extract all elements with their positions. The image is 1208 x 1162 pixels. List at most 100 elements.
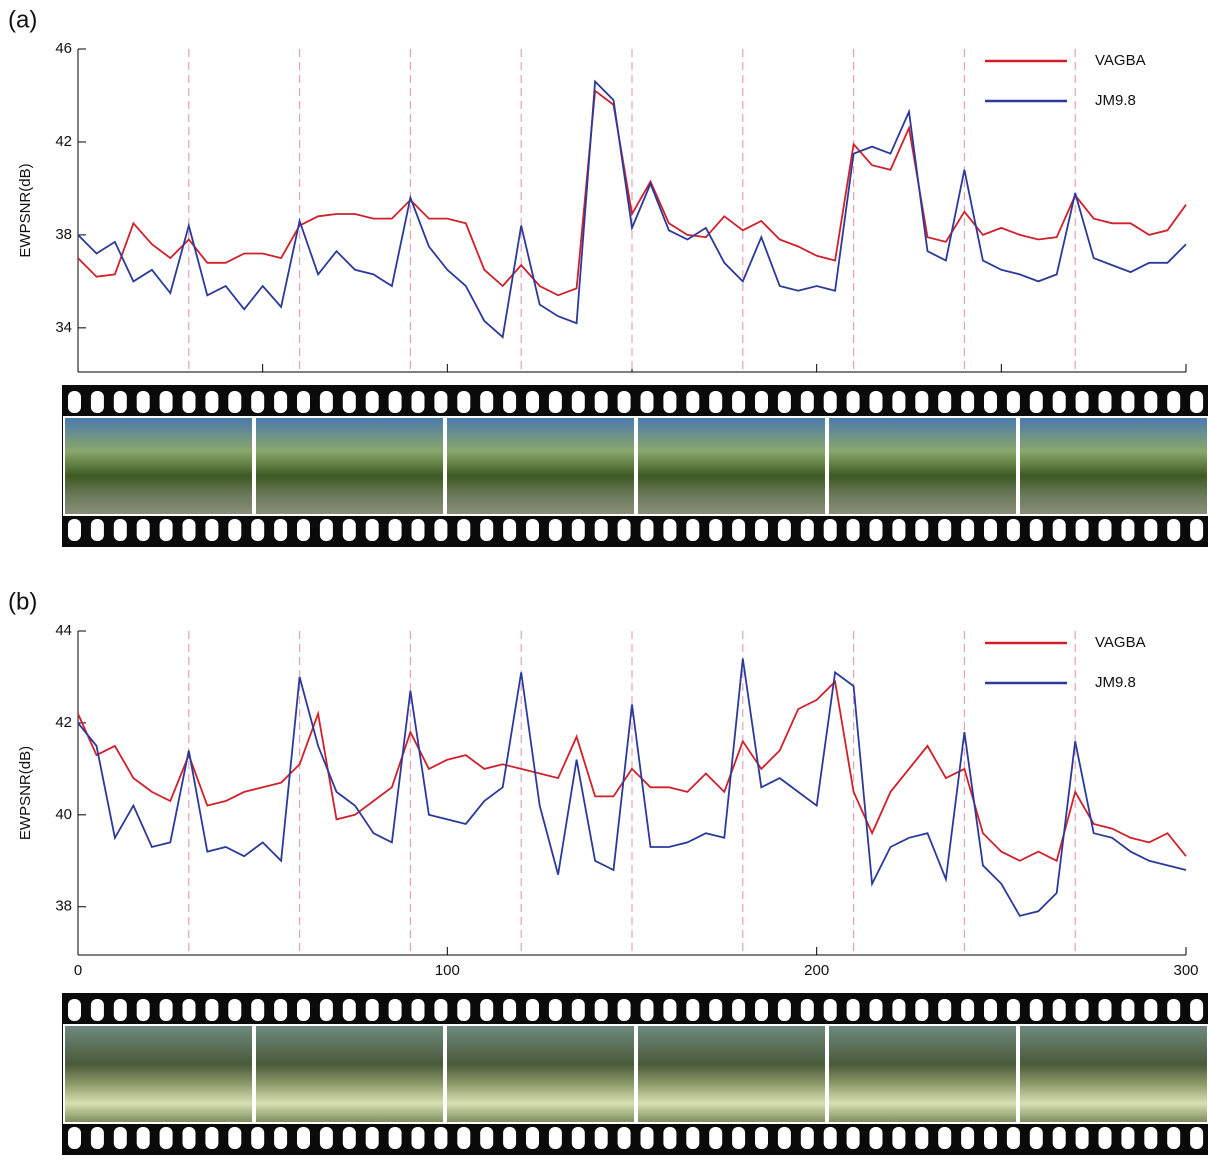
sprocket-hole	[1121, 1127, 1135, 1149]
legend-label: VAGBA	[1095, 634, 1146, 651]
sprocket-hole	[205, 1127, 219, 1149]
sprocket-hole	[1144, 1127, 1158, 1149]
sprocket-hole	[1098, 391, 1112, 413]
sprocket-hole	[228, 391, 242, 413]
sprocket-hole	[503, 1127, 517, 1149]
sprocket-hole	[1190, 1127, 1204, 1149]
sprocket-hole	[548, 999, 562, 1021]
sprocket-hole	[1167, 519, 1181, 541]
sprocket-hole	[594, 519, 608, 541]
sprocket-hole	[365, 999, 379, 1021]
sprocket-hole	[205, 999, 219, 1021]
y-tick-label: 44	[55, 622, 72, 639]
video-frame	[1018, 416, 1208, 516]
sprocket-hole	[434, 999, 448, 1021]
sprocket-hole	[319, 391, 333, 413]
video-frame	[1018, 1024, 1208, 1124]
sprocket-hole	[777, 519, 791, 541]
sprocket-hole	[503, 391, 517, 413]
legend-label: JM9.8	[1095, 92, 1136, 109]
sprocket-hole	[915, 391, 929, 413]
sprocket-hole	[823, 391, 837, 413]
panel-label: (a)	[8, 6, 37, 33]
sprocket-hole	[548, 519, 562, 541]
sprocket-hole	[663, 519, 677, 541]
sprocket-hole	[526, 999, 539, 1021]
sprocket-hole	[159, 1127, 173, 1149]
sprocket-hole	[732, 519, 746, 541]
y-tick-label: 40	[55, 806, 72, 823]
sprocket-hole	[113, 519, 127, 541]
sprocket-hole	[640, 1127, 654, 1149]
sprocket-hole	[777, 1127, 791, 1149]
y-tick-label: 38	[55, 898, 72, 915]
sprocket-hole	[388, 999, 402, 1021]
sprocket-hole	[1167, 999, 1181, 1021]
sprocket-hole	[1098, 519, 1112, 541]
sprocket-hole	[1006, 1127, 1020, 1149]
sprocket-hole	[457, 1127, 471, 1149]
sprocket-hole	[892, 391, 906, 413]
sprocket-hole	[1052, 519, 1066, 541]
sprocket-hole	[319, 1127, 333, 1149]
series-line	[77, 89, 1187, 297]
sprocket-hole	[526, 1127, 539, 1149]
video-frame	[445, 1024, 636, 1124]
sprocket-hole	[617, 391, 631, 413]
sprocket-hole	[297, 1127, 310, 1149]
sprocket-hole	[571, 519, 585, 541]
y-tick-label: 34	[55, 319, 72, 336]
sprocket-hole	[594, 1127, 608, 1149]
sprocket-hole	[1006, 391, 1020, 413]
sprocket-hole	[68, 391, 81, 413]
sprocket-hole	[434, 391, 448, 413]
sprocket-hole	[846, 391, 860, 413]
sprocket-hole	[548, 391, 562, 413]
sprocket-hole	[823, 999, 837, 1021]
video-frame	[827, 416, 1018, 516]
video-frame	[254, 416, 445, 516]
sprocket-hole	[1075, 519, 1089, 541]
sprocket-hole	[686, 519, 700, 541]
sprocket-hole	[594, 999, 608, 1021]
sprocket-hole	[1075, 1127, 1089, 1149]
sprocket-hole	[1121, 391, 1135, 413]
sprocket-hole	[274, 1127, 288, 1149]
sprocket-hole	[709, 1127, 723, 1149]
sprocket-hole	[777, 391, 791, 413]
sprocket-hole	[274, 999, 288, 1021]
video-frame	[636, 1024, 827, 1124]
sprocket-hole	[297, 391, 310, 413]
sprocket-hole	[1052, 999, 1066, 1021]
sprocket-hole	[90, 1127, 104, 1149]
sprocket-hole	[846, 519, 860, 541]
sprocket-hole	[342, 999, 356, 1021]
sprocket-hole	[755, 999, 768, 1021]
sprocket-hole	[1006, 999, 1020, 1021]
sprocket-hole	[136, 519, 150, 541]
sprocket-hole	[342, 1127, 356, 1149]
sprocket-hole	[159, 519, 173, 541]
sprocket-hole	[503, 999, 517, 1021]
sprocket-hole	[182, 519, 196, 541]
sprocket-hole	[915, 999, 929, 1021]
sprocket-hole	[480, 519, 494, 541]
sprocket-hole	[617, 999, 631, 1021]
sprocket-hole	[755, 519, 768, 541]
sprocket-hole	[1052, 1127, 1066, 1149]
series-line	[77, 79, 1187, 339]
sprocket-hole	[1121, 519, 1135, 541]
sprocket-hole	[319, 999, 333, 1021]
sprocket-hole	[800, 391, 814, 413]
sprocket-hole	[984, 999, 997, 1021]
sprocket-hole	[1029, 519, 1043, 541]
video-frame	[63, 416, 254, 516]
sprocket-hole	[915, 519, 929, 541]
sprocket-hole	[526, 391, 539, 413]
sprocket-hole	[892, 1127, 906, 1149]
sprocket-hole	[1052, 391, 1066, 413]
sprocket-hole	[1121, 999, 1135, 1021]
sprocket-hole	[938, 519, 952, 541]
sprocket-hole	[686, 1127, 700, 1149]
